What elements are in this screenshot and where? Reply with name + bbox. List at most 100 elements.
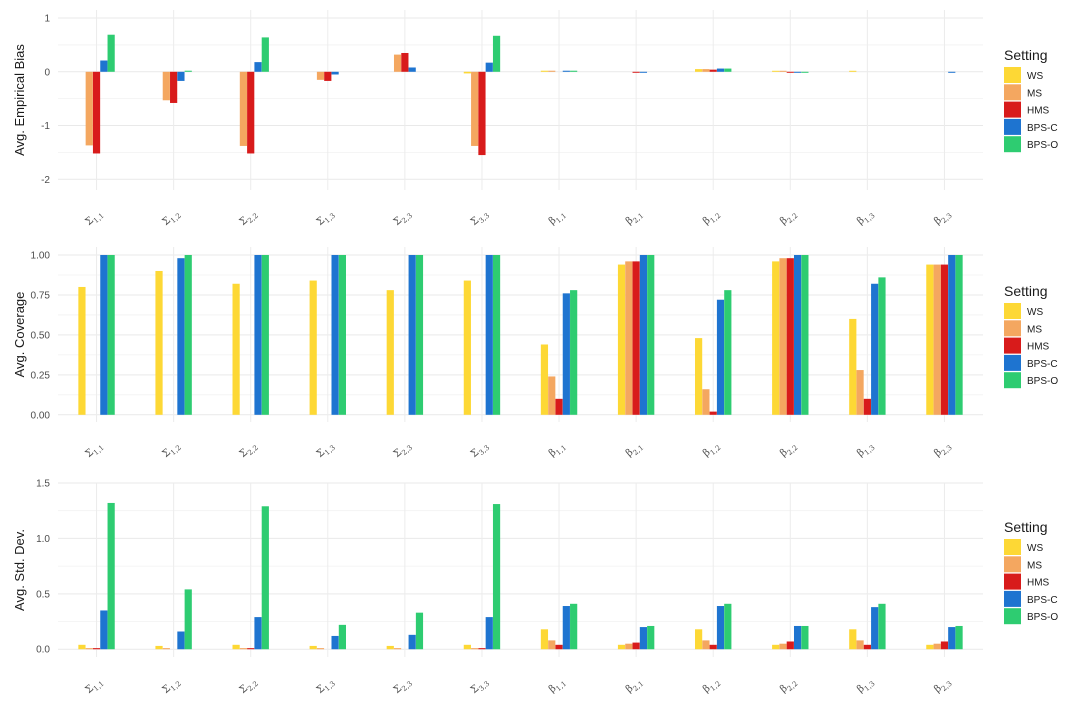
bar-bps-o — [261, 37, 269, 72]
bar-ms — [856, 370, 864, 415]
bar-bps-c — [100, 254, 108, 415]
bar-ms — [779, 70, 787, 72]
bar-ms — [316, 648, 325, 650]
bar-ms — [779, 258, 787, 415]
bar-bps-c — [485, 254, 493, 415]
legend-label: BPS-O — [1027, 140, 1058, 151]
bar-ms — [702, 640, 710, 650]
y-axis-title: Avg. Coverage — [12, 292, 27, 378]
bar-ws — [463, 280, 471, 415]
x-tick-label: Σ1,3 — [315, 208, 337, 230]
bar-hms — [478, 71, 486, 156]
x-tick-label: β1,2 — [701, 676, 722, 697]
bar-hms — [170, 71, 178, 103]
bar-hms — [940, 641, 949, 650]
y-tick-label: 0.75 — [31, 290, 51, 301]
bar-ws — [232, 644, 240, 650]
bar-bps-o — [724, 68, 732, 72]
bar-bps-o — [647, 625, 655, 650]
bar-hms — [555, 398, 563, 415]
bar-hms — [709, 69, 717, 72]
bar-ws — [155, 645, 163, 650]
bar-ws — [772, 261, 780, 415]
x-tick-label: β2,3 — [932, 676, 953, 697]
bar-bps-o — [415, 254, 424, 415]
bar-bps-c — [562, 293, 570, 415]
x-tick-label: Σ2,3 — [392, 440, 414, 462]
bar-ws — [155, 270, 163, 415]
bar-hms — [632, 642, 640, 650]
y-tick-label: 0.25 — [31, 370, 51, 381]
legend-key-bps-o — [1004, 136, 1021, 153]
bar-hms — [555, 644, 563, 650]
x-tick-label: Σ1,1 — [83, 440, 105, 462]
x-tick-label: β2,1 — [624, 676, 645, 697]
legend-label: BPS-O — [1027, 376, 1058, 387]
bar-bps-c — [716, 606, 725, 650]
bar-ws — [386, 645, 394, 650]
y-tick-label: 1.00 — [31, 250, 51, 261]
bar-ws — [309, 280, 317, 415]
x-tick-label: β2,1 — [624, 440, 645, 461]
bar-bps-c — [716, 299, 725, 415]
bar-bps-c — [948, 71, 956, 73]
bar-bps-o — [647, 254, 655, 415]
bar-hms — [324, 71, 332, 81]
bar-ms — [85, 71, 93, 146]
bar-bps-o — [801, 625, 809, 650]
bar-bps-c — [100, 60, 108, 72]
bar-bps-c — [254, 254, 262, 415]
bar-bps-o — [338, 254, 346, 415]
panel-2: 0.00 0.25 0.50 0.75 1.00 Avg. Coverage Σ1,1 Σ1,… — [12, 247, 1058, 462]
bar-ws — [386, 290, 394, 415]
bar-ws — [78, 286, 86, 415]
bar-hms — [940, 264, 949, 415]
legend-label: MS — [1027, 560, 1042, 571]
bar-ws — [849, 629, 857, 650]
bar-bps-c — [871, 283, 879, 415]
bar-bps-o — [724, 290, 732, 415]
legend-key-ws — [1004, 67, 1021, 83]
bar-ms — [856, 640, 864, 650]
bar-bps-c — [948, 627, 956, 650]
legend-title: Setting — [1004, 47, 1048, 63]
bar-ws — [849, 70, 857, 72]
bar-ms — [471, 71, 479, 146]
legend-key-ms — [1004, 556, 1021, 573]
bar-bps-c — [485, 62, 493, 72]
legend-label: MS — [1027, 324, 1042, 335]
bar-ws — [772, 644, 780, 650]
legend-label: HMS — [1027, 342, 1050, 353]
x-tick-label: Σ3,3 — [469, 208, 491, 230]
y-tick-label: 0.0 — [36, 645, 50, 656]
x-tick-label: β1,1 — [547, 676, 568, 697]
legend-label: WS — [1027, 307, 1043, 318]
panel-1: -2 -1 0 1 Avg. Empirical Bias Σ1,1 Σ1,2 Σ2,2 Σ1,… — [12, 10, 1058, 230]
bar-ms — [548, 70, 556, 72]
bar-bps-o — [261, 254, 269, 415]
bar-ws — [695, 629, 703, 650]
bar-ms — [471, 648, 479, 650]
legend-key-bps-o — [1004, 372, 1021, 389]
legend-label: WS — [1027, 543, 1043, 554]
bar-bps-c — [639, 71, 648, 73]
legend: Setting WS MS HMS BPS-C BPS-O — [1004, 519, 1058, 625]
bar-bps-o — [878, 603, 886, 650]
bar-bps-c — [948, 254, 956, 415]
bar-hms — [786, 258, 794, 415]
bar-ws — [232, 283, 240, 415]
bar-ws — [617, 644, 626, 650]
bar-bps-o — [492, 504, 501, 650]
bar-bps-o — [107, 254, 115, 415]
x-tick-label: Σ1,1 — [83, 676, 105, 698]
bar-bps-c — [331, 254, 339, 415]
bar-bps-c — [408, 634, 416, 650]
bar-ws — [78, 644, 86, 650]
bar-hms — [709, 644, 717, 650]
x-tick-label: β1,3 — [855, 676, 876, 697]
bar-bps-c — [254, 62, 262, 72]
x-tick-label: β2,1 — [624, 208, 645, 229]
legend-key-ms — [1004, 84, 1021, 101]
bar-ws — [463, 71, 471, 74]
legend-title: Setting — [1004, 283, 1048, 299]
